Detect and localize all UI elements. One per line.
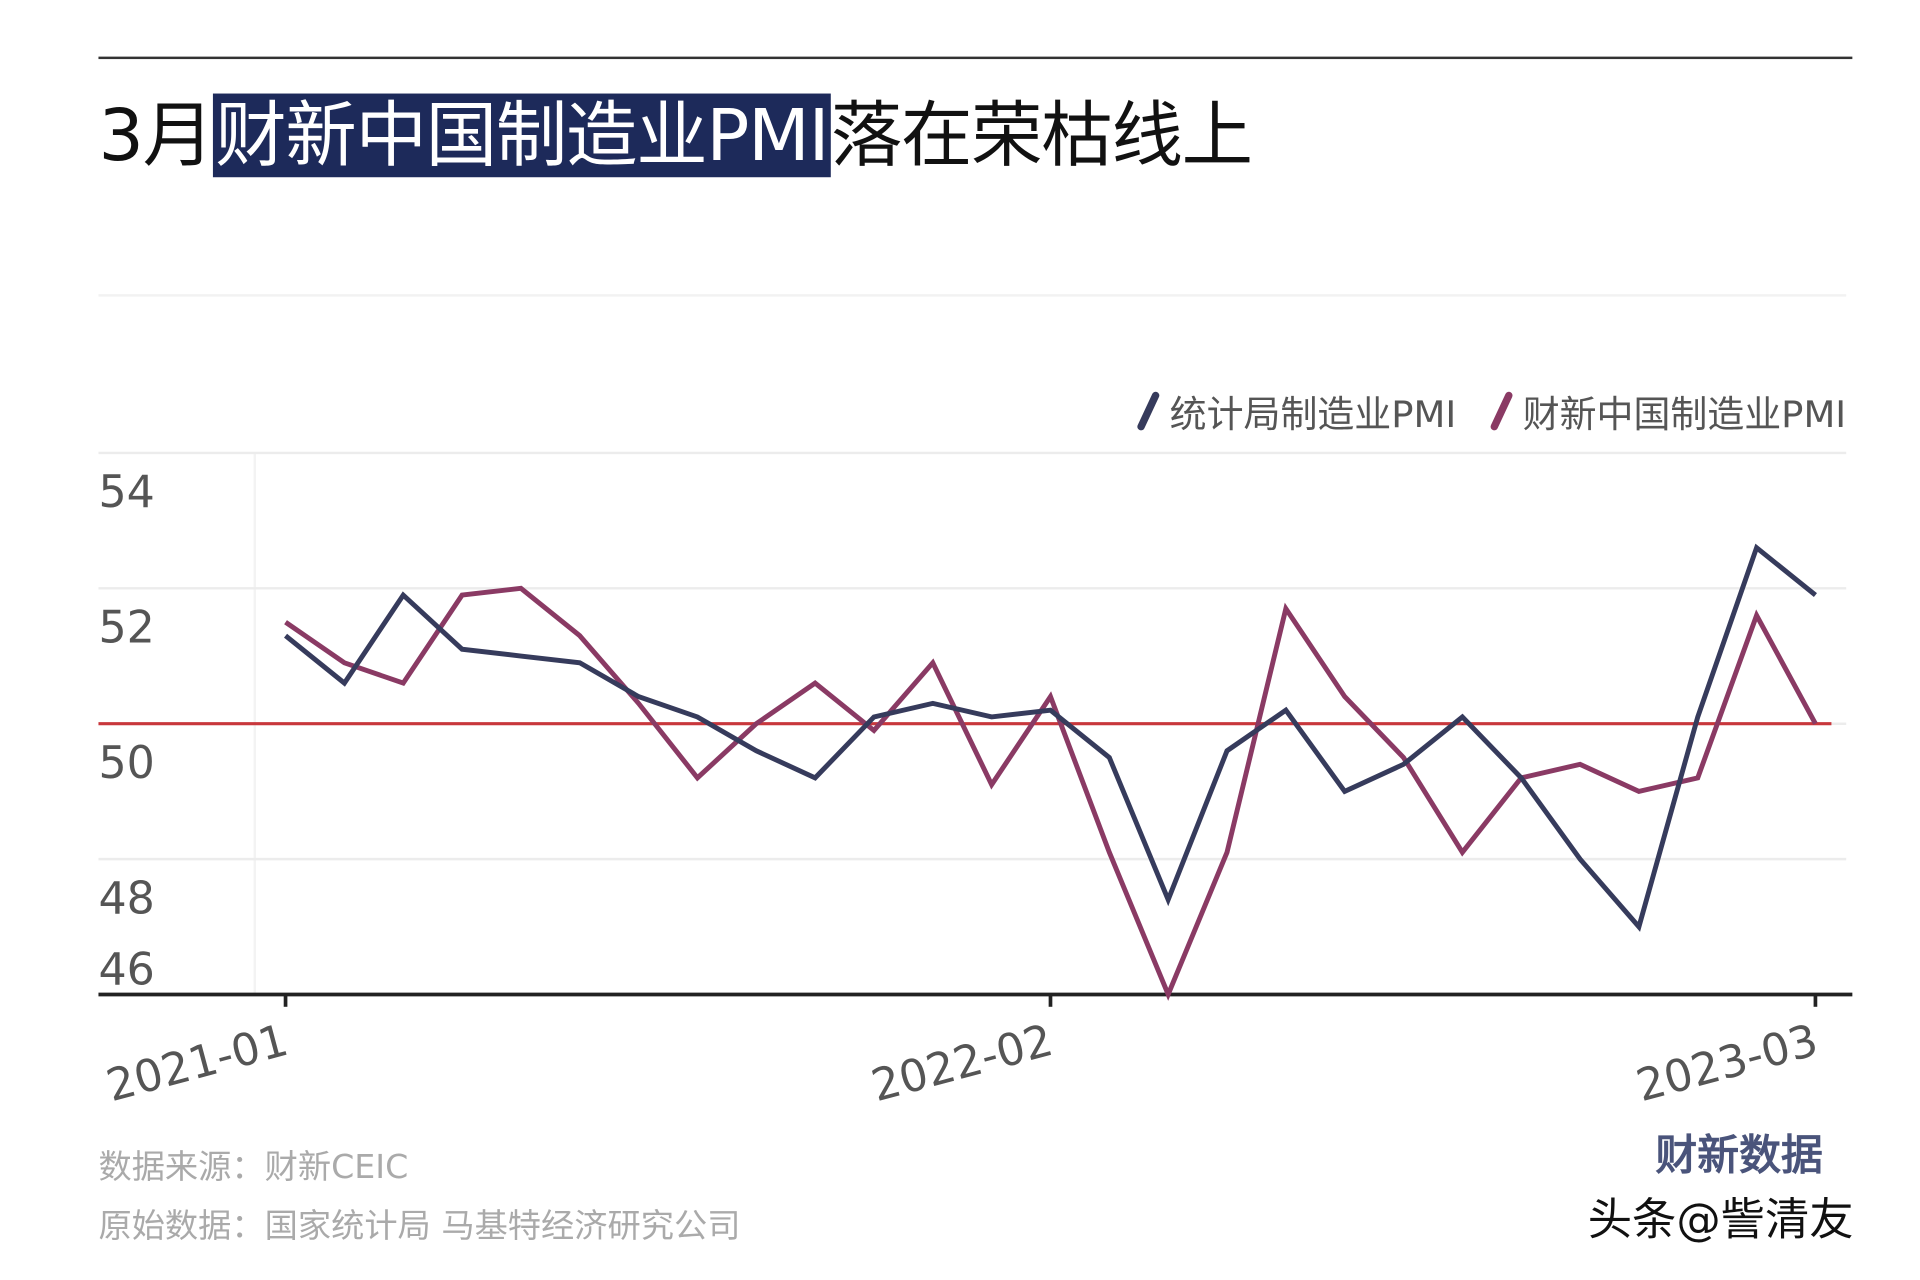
chart-title: 3月财新中国制造业PMI落在荣枯线上 [98, 91, 1253, 180]
title-prefix: 3月 [98, 93, 214, 178]
y-tick-label: 48 [98, 873, 154, 924]
legend-item-official: 统计局制造业PMI [1136, 384, 1457, 438]
legend-label: 财新中国制造业PMI [1522, 393, 1847, 437]
y-tick-label: 50 [98, 738, 154, 789]
top-rule [98, 56, 1853, 60]
legend-item-caixin: 财新中国制造业PMI [1489, 384, 1847, 438]
x-tick-label: 2023-03 [1631, 1015, 1823, 1112]
y-tick-label: 52 [98, 602, 154, 653]
legend: 统计局制造业PMI 财新中国制造业PMI [1120, 384, 1846, 438]
footer-raw-source: 原始数据：国家统计局 马基特经济研究公司 [98, 1207, 741, 1246]
title-highlight: 财新中国制造业PMI [212, 93, 831, 178]
x-tick-label: 2021-01 [101, 1015, 293, 1112]
legend-label: 统计局制造业PMI [1169, 393, 1457, 437]
y-tick-label: 46 [98, 945, 154, 996]
watermark-author: 头条@訾清友 [1587, 1195, 1854, 1246]
series-line-caixin [284, 585, 1818, 1001]
y-tick-label: 54 [98, 467, 154, 518]
x-tick-label: 2022-02 [866, 1015, 1058, 1112]
caixin-data-logo: 财新数据 [1655, 1131, 1823, 1181]
series-line-official [284, 543, 1817, 932]
title-suffix: 落在荣枯线上 [830, 93, 1253, 178]
footer-source: 数据来源：财新CEIC [98, 1148, 409, 1187]
